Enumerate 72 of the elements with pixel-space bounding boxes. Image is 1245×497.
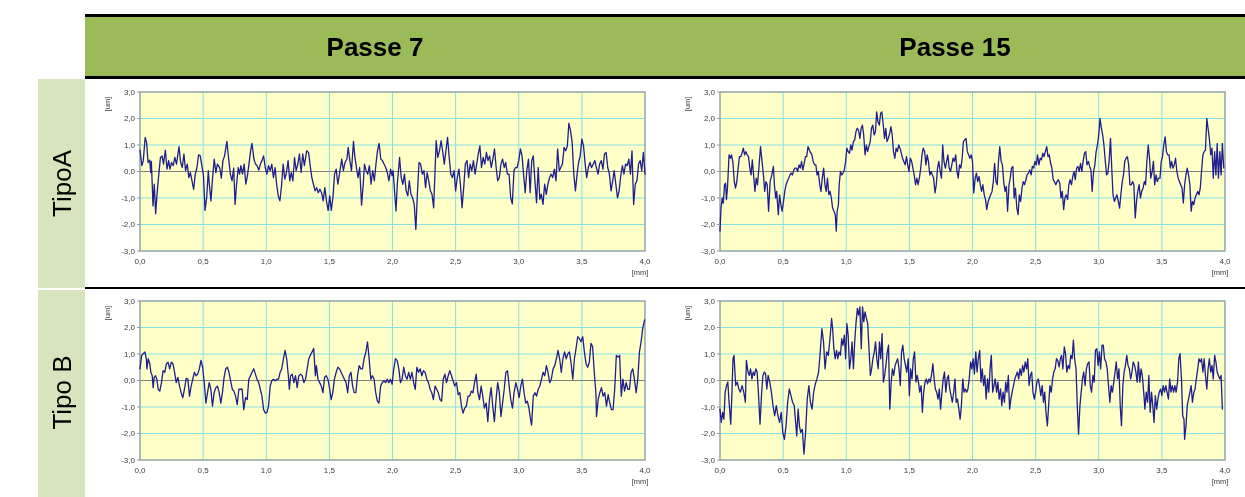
y-tick-label: 3,0 [123,296,136,306]
category-label: Tipo B [46,355,77,430]
y-tick-label: -2,0 [701,429,716,438]
x-tick-label: 4,0 [639,256,652,266]
y-tick-label: -3,0 [121,455,136,465]
y-tick-label: 1,0 [123,349,136,359]
x-tick-label: 2,5 [450,256,462,266]
y-tick-label: -1,0 [701,402,716,412]
x-tick-label: 2,5 [450,465,462,475]
line-series [719,111,1225,232]
y-tick-label: 0,0 [123,167,136,176]
x-tick-label: 3,5 [1156,256,1168,266]
y-tick-label: 2,0 [123,114,136,123]
y-tick-label: -1,0 [121,402,136,412]
x-tick-label: 3,5 [576,256,588,266]
x-tick-label: 2,5 [1030,256,1042,266]
x-tick-label: 1,0 [840,465,853,475]
y-tick-label: 0,0 [123,376,136,385]
x-tick-label: 0,0 [134,256,147,266]
x-tick-label: 3,0 [1093,465,1105,475]
x-tick-label: 0,5 [777,256,790,266]
x-tick-label: 3,0 [513,256,525,266]
x-tick-label: 4,0 [1219,465,1232,475]
x-tick-label: 1,5 [323,256,336,266]
y-tick-label: -1,0 [701,193,716,203]
y-tick-label: 0,0 [703,376,716,385]
y-tick-label: 3,0 [123,87,136,97]
y-tick-label: -2,0 [701,220,716,229]
y-tick-label: 3,0 [703,296,716,306]
x-tick-label: 3,5 [576,465,588,475]
x-tick-label: 1,5 [323,465,336,475]
y-tick-label: -3,0 [701,455,716,465]
y-tick-label: -3,0 [701,246,716,256]
y-tick-label: 2,0 [703,114,716,123]
y-tick-label: -2,0 [121,220,136,229]
x-tick-label: 3,0 [513,465,525,475]
x-tick-label: 1,0 [840,256,853,266]
line-series [139,122,646,231]
category-label: TipoA [46,150,77,217]
x-tick-label: 0,0 [134,465,147,475]
y-tick-label: -1,0 [121,193,136,203]
y-tick-label: 1,0 [123,140,136,150]
x-tick-label: 4,0 [639,465,652,475]
x-tick-label: 0,5 [197,465,210,475]
x-tick-label: 0,5 [197,256,210,266]
x-tick-label: 1,0 [260,256,273,266]
category-label: Passe 7 [326,31,424,62]
x-tick-label: 2,5 [1030,465,1042,475]
y-tick-label: -2,0 [121,429,136,438]
x-tick-label: 2,0 [386,256,399,266]
x-tick-label: 0,0 [714,465,727,475]
y-tick-label: 1,0 [703,140,716,150]
category-label: Passe 15 [899,31,1011,62]
x-tick-label: 1,0 [260,465,273,475]
x-tick-label: 2,0 [966,256,979,266]
line-series [139,319,646,426]
line-series [719,306,1223,455]
y-tick-label: -3,0 [121,246,136,256]
y-tick-label: 1,0 [703,349,716,359]
x-tick-label: 0,5 [777,465,790,475]
y-tick-label: 0,0 [703,167,716,176]
x-tick-label: 4,0 [1219,256,1232,266]
x-tick-label: 3,5 [1156,465,1168,475]
x-tick-label: 1,5 [903,465,916,475]
y-tick-label: 2,0 [123,323,136,332]
x-tick-label: 2,0 [966,465,979,475]
x-tick-label: 3,0 [1093,256,1105,266]
y-tick-label: 3,0 [703,87,716,97]
x-tick-label: 0,0 [714,256,727,266]
x-tick-label: 1,5 [903,256,916,266]
x-tick-label: 2,0 [386,465,399,475]
y-tick-label: 2,0 [703,323,716,332]
